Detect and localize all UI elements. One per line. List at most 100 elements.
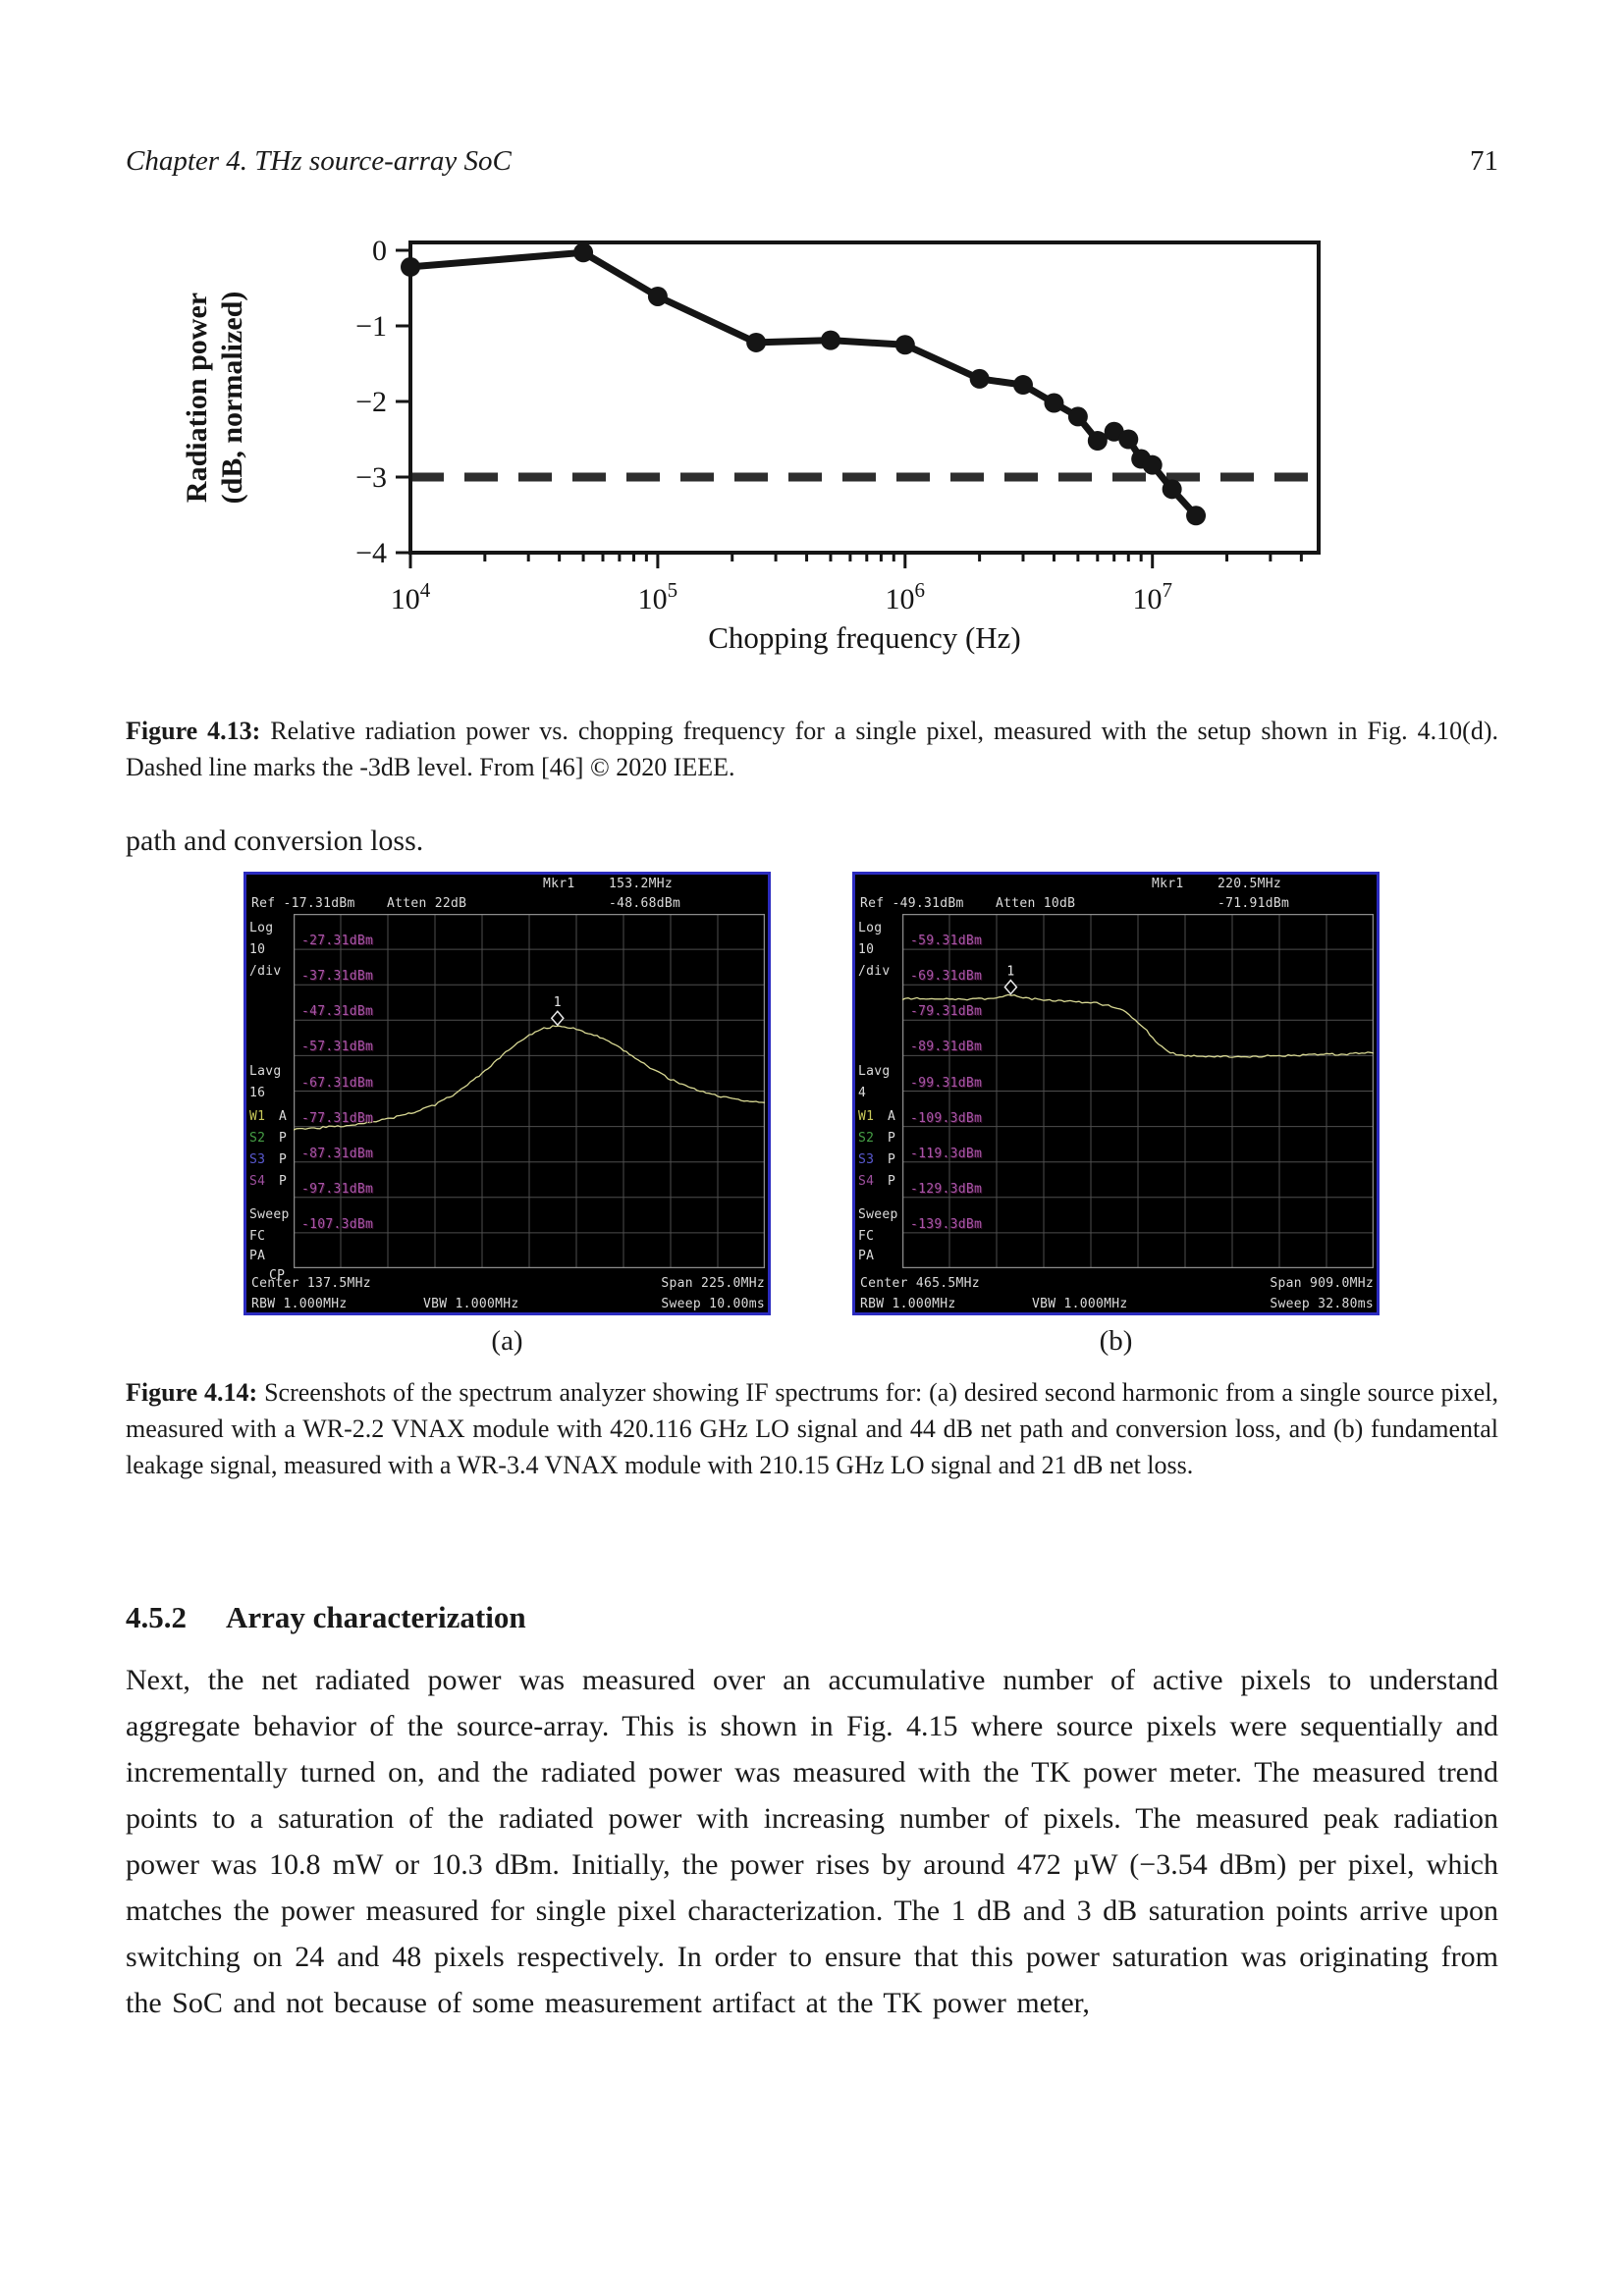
amplitude-grid-label: -37.31dBm: [301, 969, 374, 985]
marker-label: Mkr1: [1152, 877, 1184, 891]
spectrum-grid-b: 1: [901, 913, 1375, 1269]
ref-level-label: Ref -17.31dBm: [251, 896, 355, 911]
trace-mode-label: A: [888, 1109, 896, 1124]
amplitude-grid-label: -69.31dBm: [910, 969, 983, 985]
amplitude-grid-label: -97.31dBm: [301, 1181, 374, 1197]
figure-4-14-caption-label: Figure 4.14:: [126, 1378, 258, 1407]
trace-id-label: S3: [249, 1152, 266, 1167]
span-label: Span 225.0MHz: [661, 1276, 765, 1291]
span-label: Span 909.0MHz: [1270, 1276, 1374, 1291]
section-number: 4.5.2: [126, 1600, 187, 1634]
svg-text:104: 104: [391, 578, 431, 615]
average-label: Lavg: [249, 1064, 282, 1079]
amplitude-grid-label: -89.31dBm: [910, 1040, 983, 1055]
svg-text:105: 105: [638, 578, 678, 615]
svg-text:107: 107: [1132, 578, 1171, 615]
marker-label: Mkr1: [543, 877, 575, 891]
trace-mode-label: P: [279, 1174, 288, 1189]
section-heading: 4.5.2 Array characterization: [126, 1600, 526, 1635]
section-title: Array characterization: [226, 1600, 526, 1634]
trace-id-label: S3: [858, 1152, 875, 1167]
trace-id-label: S2: [249, 1131, 266, 1146]
spectrum-analyzer-screenshot-b: Mkr1 220.5MHz Ref -49.31dBm Atten 10dB -…: [852, 872, 1380, 1315]
pa-label: PA: [249, 1249, 266, 1263]
trace-id-label: W1: [249, 1109, 266, 1124]
trace-mode-label: A: [279, 1109, 288, 1124]
scale-db-label: 10: [858, 942, 875, 957]
cp-label: CP: [269, 1268, 286, 1283]
spectrum-analyzer-screenshot-a: Mkr1 153.2MHz Ref -17.31dBm Atten 22dB -…: [244, 872, 771, 1315]
sweep-label: Sweep: [249, 1207, 290, 1222]
figure-4-14-caption: Figure 4.14: Screenshots of the spectrum…: [126, 1374, 1498, 1483]
amplitude-grid-label: -27.31dBm: [301, 934, 374, 949]
scale-db-label: 10: [249, 942, 266, 957]
scale-log-label: Log: [858, 921, 883, 935]
amplitude-grid-label: -109.3dBm: [910, 1110, 983, 1126]
amplitude-grid-label: -77.31dBm: [301, 1110, 374, 1126]
center-frequency-label: Center 137.5MHz: [251, 1276, 371, 1291]
marker-amplitude: -48.68dBm: [609, 896, 681, 911]
svg-text:−1: −1: [355, 310, 387, 343]
average-label: Lavg: [858, 1064, 891, 1079]
trace-id-label: S4: [858, 1174, 875, 1189]
svg-text:Chopping frequency (Hz): Chopping frequency (Hz): [708, 620, 1021, 655]
trace-mode-label: P: [888, 1174, 896, 1189]
amplitude-grid-label: -107.3dBm: [301, 1216, 374, 1232]
trace-id-label: W1: [858, 1109, 875, 1124]
amplitude-grid-label: -139.3dBm: [910, 1216, 983, 1232]
trace-mode-label: P: [888, 1131, 896, 1146]
amplitude-grid-label: -129.3dBm: [910, 1181, 983, 1197]
figure-4-13-caption: Figure 4.13: Relative radiation power vs…: [126, 713, 1498, 785]
fc-label: FC: [249, 1229, 266, 1244]
amplitude-grid-label: -87.31dBm: [301, 1146, 374, 1161]
svg-text:−4: −4: [355, 537, 387, 569]
spectrum-grid-a: 1: [293, 913, 766, 1269]
svg-text:1: 1: [1006, 965, 1014, 980]
marker-frequency: 220.5MHz: [1218, 877, 1282, 891]
svg-text:1: 1: [554, 995, 562, 1010]
scale-div-label: /div: [249, 964, 282, 979]
subfigure-label-b: (b): [1099, 1325, 1133, 1357]
marker-frequency: 153.2MHz: [609, 877, 674, 891]
figure-4-13-caption-label: Figure 4.13:: [126, 717, 261, 745]
amplitude-grid-label: -57.31dBm: [301, 1040, 374, 1055]
average-count: 4: [858, 1086, 867, 1100]
svg-text:106: 106: [886, 578, 926, 615]
subfigure-label-a: (a): [491, 1325, 523, 1357]
ref-level-label: Ref -49.31dBm: [860, 896, 964, 911]
radiation-power-chart: 104 105 106 107 0 −1 −2 −3 −4 Chopping frequency …: [181, 235, 1321, 655]
sweep-time-label: Sweep 10.00ms: [661, 1297, 765, 1311]
trace-id-label: S4: [249, 1174, 266, 1189]
trace-id-label: S2: [858, 1131, 875, 1146]
trace-mode-label: P: [888, 1152, 896, 1167]
body-paragraph: Next, the net radiated power was measure…: [126, 1664, 1498, 2019]
svg-text:−3: −3: [355, 461, 387, 494]
svg-text:Radiation power: Radiation power: [181, 293, 213, 503]
figure-4-14-caption-text: Screenshots of the spectrum analyzer sho…: [126, 1378, 1498, 1479]
chapter-header: Chapter 4. THz source-array SoC: [126, 145, 512, 177]
vbw-label: VBW 1.000MHz: [423, 1297, 519, 1311]
rbw-label: RBW 1.000MHz: [251, 1297, 348, 1311]
amplitude-grid-label: -119.3dBm: [910, 1146, 983, 1161]
sweep-time-label: Sweep 32.80ms: [1270, 1297, 1374, 1311]
page-number: 71: [1470, 145, 1498, 177]
fc-label: FC: [858, 1229, 875, 1244]
figure-4-13-caption-text: Relative radiation power vs. chopping fr…: [126, 717, 1498, 781]
atten-label: Atten 22dB: [387, 896, 467, 911]
average-count: 16: [249, 1086, 266, 1100]
marker-amplitude: -71.91dBm: [1218, 896, 1290, 911]
amplitude-grid-label: -47.31dBm: [301, 1004, 374, 1020]
amplitude-grid-label: -67.31dBm: [301, 1075, 374, 1091]
svg-text:0: 0: [372, 235, 387, 267]
svg-text:−2: −2: [355, 386, 387, 418]
center-frequency-label: Center 465.5MHz: [860, 1276, 980, 1291]
trace-mode-label: P: [279, 1131, 288, 1146]
scale-log-label: Log: [249, 921, 274, 935]
svg-text:(dB, normalized): (dB, normalized): [216, 292, 248, 505]
atten-label: Atten 10dB: [996, 896, 1076, 911]
sweep-label: Sweep: [858, 1207, 898, 1222]
amplitude-grid-label: -59.31dBm: [910, 934, 983, 949]
amplitude-grid-label: -99.31dBm: [910, 1075, 983, 1091]
trace-mode-label: P: [279, 1152, 288, 1167]
